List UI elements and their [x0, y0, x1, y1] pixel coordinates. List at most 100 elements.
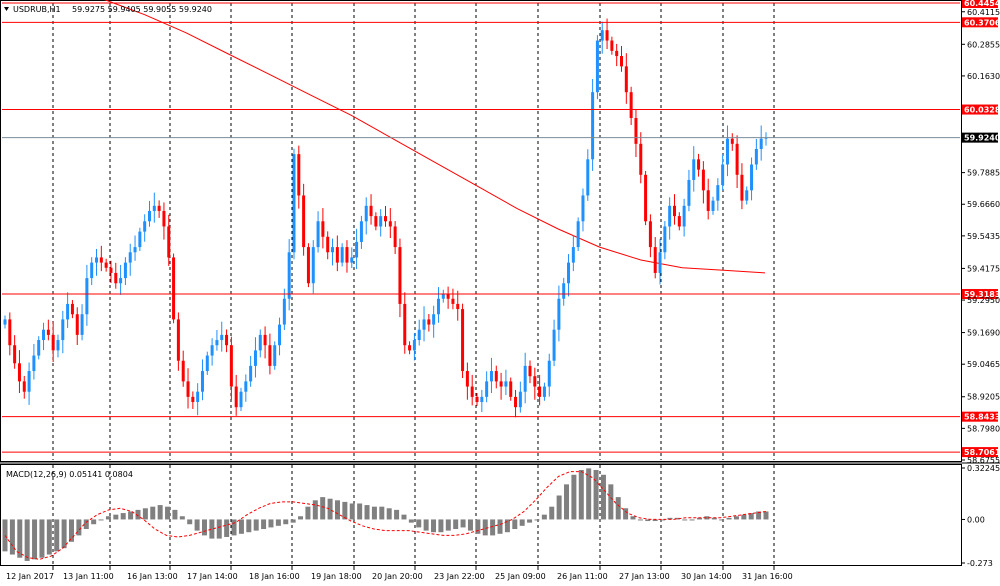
level-price-label: 60.3706 — [964, 18, 1000, 27]
candle-body — [620, 56, 624, 67]
macd-histogram-bar — [453, 519, 459, 530]
macd-signal-line — [4, 471, 767, 560]
candle-body — [412, 340, 416, 351]
candle-body — [253, 350, 257, 366]
candle-body — [600, 30, 604, 41]
macd-histogram-bar — [39, 519, 45, 558]
x-tick-label: 23 Jan 22:00 — [434, 572, 485, 581]
x-tick-label: 30 Jan 14:00 — [681, 572, 732, 581]
macd-histogram-bar — [719, 519, 725, 521]
macd-y-tick-label: 0.00 — [967, 515, 985, 524]
macd-histogram-bar — [586, 468, 592, 520]
macd-histogram-bar — [497, 519, 503, 534]
candle-body — [282, 298, 286, 325]
candle-body — [480, 396, 484, 403]
x-tick-label: 31 Jan 16:00 — [742, 572, 793, 581]
candle-body — [697, 159, 701, 170]
candle-body — [701, 169, 705, 191]
candle-body — [456, 303, 460, 310]
macd-histogram-bar — [748, 513, 754, 520]
candle-body — [706, 190, 710, 211]
macd-histogram-bar — [726, 517, 732, 520]
candle-body — [196, 391, 200, 403]
candle-body — [644, 174, 648, 222]
candle-body — [114, 272, 118, 284]
macd-histogram-bar — [54, 519, 60, 552]
candle-body — [446, 293, 450, 299]
candle-body — [648, 221, 652, 248]
candle-body — [388, 221, 392, 227]
candle-body — [123, 262, 127, 279]
macd-histogram-bar — [342, 501, 348, 520]
macd-histogram-bar — [608, 484, 614, 520]
candle-body — [427, 319, 431, 325]
candle-body — [465, 371, 469, 387]
macd-histogram-bar — [379, 506, 385, 520]
y-tick-label: 58.7980 — [967, 424, 1000, 433]
macd-histogram-bar — [275, 519, 281, 526]
dropdown-triangle-icon[interactable] — [4, 7, 9, 11]
candle-body — [109, 267, 113, 273]
macd-histogram-bar — [423, 519, 429, 531]
macd-histogram-bar — [564, 484, 570, 520]
macd-histogram-bar — [334, 500, 340, 520]
macd-histogram-bar — [268, 519, 274, 528]
x-tick-label: 27 Jan 13:00 — [619, 572, 670, 581]
macd-histogram-bar — [490, 519, 496, 536]
y-tick-label: 58.6755 — [967, 456, 1000, 465]
candle-body — [297, 154, 301, 196]
macd-histogram-bar — [238, 519, 244, 534]
candle-body — [292, 154, 296, 253]
candle-body — [552, 329, 556, 361]
candle-body — [172, 257, 176, 320]
x-tick-label: 12 Jan 2017 — [6, 572, 54, 581]
candle-body — [56, 340, 60, 351]
macd-histogram-bar — [150, 506, 156, 520]
level-price-tag — [962, 17, 998, 28]
candle-body — [461, 309, 465, 372]
macd-histogram-bar — [246, 519, 252, 533]
level-price-tag — [962, 0, 998, 8]
candle-body — [692, 159, 696, 180]
candle-body — [682, 205, 686, 227]
macd-histogram-bar — [76, 519, 82, 536]
y-tick-label: 60.2855 — [967, 40, 1000, 49]
candle-body — [8, 319, 12, 346]
macd-histogram-bar — [534, 519, 540, 521]
x-tick-label: 19 Jan 18:00 — [311, 572, 362, 581]
candle-body — [359, 221, 363, 242]
candle-body — [152, 205, 156, 211]
macd-histogram-bar — [438, 519, 444, 533]
candle-body — [489, 371, 493, 382]
macd-histogram-bar — [113, 514, 119, 520]
candle-body — [22, 381, 26, 392]
macd-histogram-bar — [157, 505, 163, 520]
macd-histogram-bar — [320, 497, 326, 520]
level-price-label: 60.0328 — [964, 106, 1000, 115]
macd-histogram-bar — [578, 469, 584, 520]
macd-histogram-bar — [674, 517, 680, 520]
candle-body — [668, 205, 672, 227]
candle-body — [470, 386, 474, 397]
level-price-label: 59.3183 — [964, 290, 1000, 299]
candle-body — [176, 319, 180, 361]
candle-body — [205, 355, 209, 372]
candle-body — [42, 329, 46, 341]
macd-histogram-bar — [142, 508, 148, 520]
y-tick-label: 59.7885 — [967, 169, 1000, 178]
candle-body — [451, 298, 455, 304]
macd-histogram-bar — [128, 511, 134, 520]
horizontal-levels[interactable]: 60.4454 60.3706 60.0328 59.3183 58.8433 58.70… — [2, 0, 1000, 458]
candle-body — [677, 216, 681, 227]
candle-body — [764, 137, 768, 139]
macd-histogram-bar — [593, 469, 599, 520]
y-tick-label: 59.5435 — [967, 232, 1000, 241]
candle-body — [335, 247, 339, 263]
candle-body — [215, 340, 219, 346]
candle-body — [384, 216, 387, 222]
candle-body — [85, 278, 89, 315]
candle-body — [663, 226, 667, 253]
macd-histogram-bar — [165, 506, 171, 520]
